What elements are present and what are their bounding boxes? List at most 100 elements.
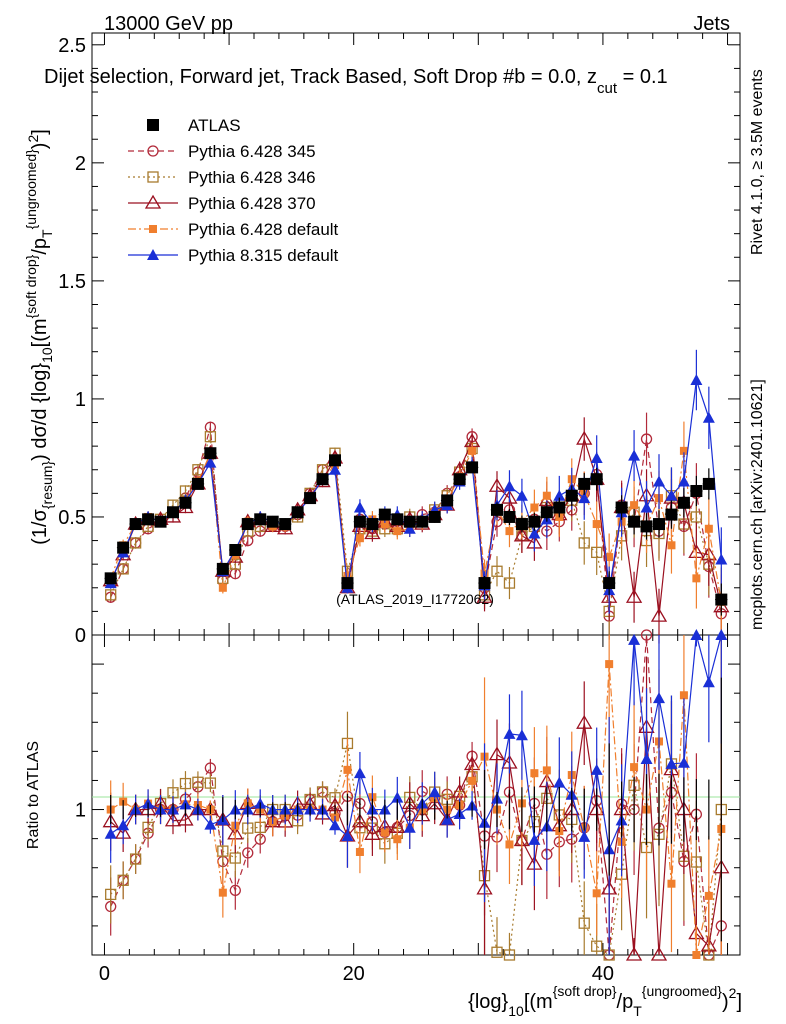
data-point: [279, 518, 292, 531]
series-line: [110, 379, 722, 591]
data-point: [105, 589, 117, 601]
main-ylabel: (1/σ{resum}) dσ/d {log}10[(m{soft drop}/…: [23, 129, 55, 545]
plot-title-main: Dijet selection, Forward jet, Track Base…: [44, 66, 597, 88]
data-point: [690, 484, 703, 497]
data-point: [503, 577, 516, 589]
data-point: [576, 430, 593, 445]
data-point: [353, 501, 366, 513]
legend-marker: [147, 171, 159, 183]
data-point: [241, 518, 254, 531]
data-point: [378, 508, 391, 521]
data-point: [491, 565, 503, 577]
legend-item: Pythia 6.428 345: [128, 142, 316, 161]
data-point: [530, 503, 539, 512]
data-point: [590, 451, 603, 463]
ratio-series-0: [110, 677, 722, 942]
data-point: [476, 588, 493, 603]
ratio-point: [104, 827, 117, 839]
data-point: [501, 489, 518, 504]
ratio-point: [341, 829, 354, 841]
ratio-point: [164, 812, 182, 827]
data-point: [468, 446, 477, 455]
legend-marker: [144, 194, 162, 209]
data-point: [403, 515, 416, 528]
data-point: [204, 431, 217, 443]
data-point: [505, 527, 514, 536]
data-point: [640, 520, 653, 533]
ratio-panel-frame: [91, 634, 741, 956]
ratio-point: [630, 763, 639, 772]
ratio-point: [204, 818, 217, 830]
main-ytick-label: 2.5: [58, 35, 86, 57]
ratio-point: [364, 826, 381, 840]
ratio-point: [605, 660, 614, 669]
ratio-point: [491, 946, 503, 958]
data-point: [640, 501, 653, 513]
data-point: [677, 475, 690, 487]
data-point: [653, 518, 665, 531]
data-point: [667, 541, 676, 550]
ratio-point: [640, 752, 653, 764]
data-point: [355, 534, 364, 543]
data-point: [690, 374, 703, 386]
plot-title-tail: = 0.1: [617, 66, 668, 88]
data-point: [204, 447, 217, 460]
main-ytick-label: 2: [75, 153, 86, 175]
ratio-point: [503, 949, 516, 961]
data-point: [353, 515, 366, 528]
ratio-point: [530, 769, 539, 778]
legend-label: Pythia 8.315 default: [188, 246, 339, 265]
data-point: [542, 491, 551, 500]
ratio-point: [628, 633, 641, 645]
legend-label: ATLAS: [188, 116, 241, 135]
data-point: [441, 494, 454, 507]
ratio-point: [428, 786, 441, 798]
data-point: [603, 577, 616, 590]
data-point: [692, 574, 701, 583]
data-point: [329, 463, 341, 475]
data-point: [679, 446, 688, 455]
ratio-point: [650, 946, 668, 961]
legend-item: Pythia 6.428 370: [128, 194, 316, 213]
ratio-point: [117, 819, 130, 831]
data-point: [715, 553, 728, 565]
data-point: [416, 515, 429, 528]
legend-label: Pythia 6.428 346: [188, 168, 316, 187]
ratio-point: [329, 819, 341, 831]
ratio-point: [468, 776, 477, 785]
xtick-label: 40: [592, 963, 614, 985]
data-point: [702, 477, 715, 490]
data-point: [129, 518, 142, 531]
ratio-point: [391, 791, 404, 803]
ratio-point: [217, 845, 229, 857]
data-point: [117, 563, 129, 575]
data-point: [478, 577, 491, 590]
legend-marker: [147, 249, 159, 260]
ratio-ylabel: Ratio to ATLAS: [25, 741, 42, 849]
data-point: [466, 461, 479, 474]
data-point: [628, 515, 641, 528]
ratio-point: [316, 786, 329, 798]
data-point: [565, 489, 578, 502]
ratio-point: [553, 776, 566, 788]
ratio-point: [625, 946, 643, 961]
ratio-point: [229, 884, 241, 897]
data-point: [393, 527, 402, 536]
data-point: [553, 489, 566, 501]
data-point: [553, 501, 566, 514]
data-point: [117, 541, 130, 554]
data-point: [266, 515, 279, 528]
ratio-point: [667, 879, 676, 888]
ratio-point: [515, 729, 528, 741]
data-point: [665, 489, 678, 501]
data-point: [364, 525, 381, 540]
legend-marker: [147, 119, 159, 131]
ratio-point: [218, 888, 227, 897]
data-point: [191, 477, 204, 490]
ratio-point: [129, 853, 142, 865]
ratio-point: [393, 835, 402, 844]
data-point: [704, 524, 713, 533]
ratio-point: [441, 813, 454, 825]
ratio-point: [578, 917, 590, 929]
ratio-point: [105, 888, 117, 901]
